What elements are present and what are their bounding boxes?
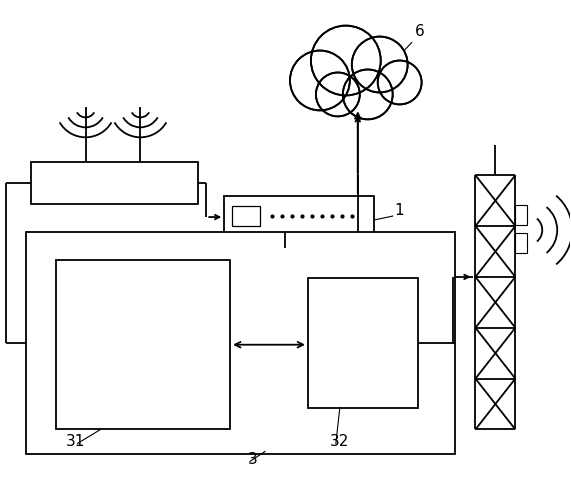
Text: 31: 31 (66, 434, 85, 449)
Circle shape (352, 37, 408, 92)
Bar (308, 278, 417, 408)
Text: 32: 32 (330, 434, 349, 449)
Bar (293, 68, 423, 117)
Text: 3: 3 (248, 453, 258, 468)
Text: 6: 6 (415, 24, 424, 39)
Circle shape (311, 26, 381, 96)
Bar (55, 260, 230, 429)
Text: 1: 1 (395, 203, 404, 218)
Circle shape (378, 60, 421, 104)
Bar (224, 196, 374, 238)
Circle shape (290, 51, 350, 111)
Bar (31, 162, 198, 204)
Bar (516, 233, 527, 253)
Bar (516, 205, 527, 225)
Bar (26, 232, 455, 455)
Circle shape (316, 72, 360, 116)
Circle shape (343, 70, 393, 119)
Bar (232, 206, 260, 226)
